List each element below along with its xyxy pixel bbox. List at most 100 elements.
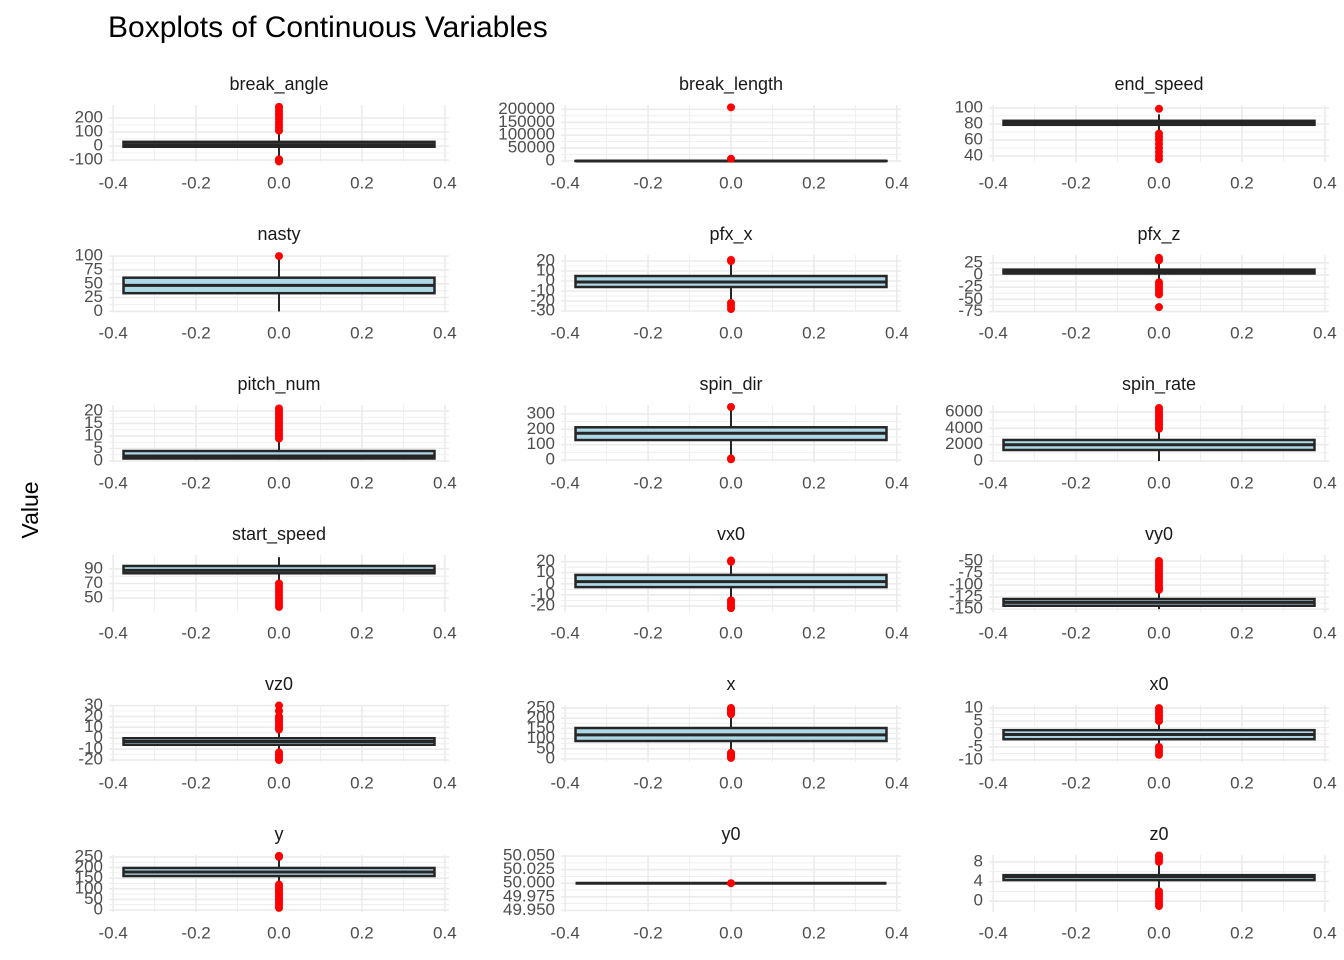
x-tick-label: 0.4	[433, 173, 457, 192]
y-tick-label: 0	[974, 724, 983, 743]
x-tick-label: 0.4	[1313, 923, 1337, 942]
x-tick-label: -0.2	[1061, 473, 1090, 492]
x-tick-label: 0.0	[267, 773, 291, 792]
y-tick-label: -75	[958, 301, 983, 320]
y-tick-label: 100000	[498, 125, 555, 144]
y-tick-label: 0	[546, 270, 555, 289]
x-tick-label: 0.2	[802, 323, 826, 342]
x-tick-label: -0.2	[1061, 173, 1090, 192]
y-tick-label: -5	[968, 736, 983, 755]
y-tick-label: 25	[964, 252, 983, 271]
x-tick-label: 0.4	[433, 323, 457, 342]
y-tick-label: 10	[536, 260, 555, 279]
x-tick-label: 0.4	[1313, 473, 1337, 492]
x-tick-label: -0.2	[633, 473, 662, 492]
y-tick-label: 250	[75, 846, 103, 865]
y-tick-label: 75	[84, 259, 103, 278]
outlier	[1155, 290, 1163, 299]
y-tick-label: -50	[958, 289, 983, 308]
y-tick-label: -10	[958, 749, 983, 768]
facet-title: pfx_x	[709, 224, 752, 245]
x-tick-label: 0.4	[885, 323, 909, 342]
outlier	[1155, 887, 1163, 896]
x-tick-label: 0.4	[433, 473, 457, 492]
y-tick-label: 250	[527, 698, 555, 717]
facet-title: x0	[1149, 674, 1168, 694]
x-tick-label: -0.2	[1061, 323, 1090, 342]
y-tick-label: 90	[84, 558, 103, 577]
outlier	[1155, 585, 1163, 594]
x-tick-label: 0.0	[267, 473, 291, 492]
y-tick-label: 150	[75, 868, 103, 887]
outlier	[727, 454, 735, 463]
y-tick-label: -150	[949, 599, 983, 618]
x-tick-label: 0.4	[885, 923, 909, 942]
outlier	[275, 851, 283, 860]
x-tick-label: -0.2	[181, 323, 210, 342]
y-tick-label: -30	[530, 300, 555, 319]
x-tick-label: -0.2	[633, 773, 662, 792]
y-tick-label: -50	[958, 550, 983, 569]
y-tick-label: 0	[94, 301, 103, 320]
x-tick-label: -0.2	[633, 923, 662, 942]
y-tick-label: 49.975	[503, 886, 555, 905]
y-tick-label: 300	[527, 403, 555, 422]
y-tick-label: 50000	[508, 138, 555, 157]
x-tick-label: 0.2	[802, 923, 826, 942]
y-tick-label: 10	[964, 698, 983, 717]
x-tick-label: -0.2	[1061, 923, 1090, 942]
y-tick-label: 0	[974, 891, 983, 910]
x-tick-label: -0.4	[550, 473, 579, 492]
x-tick-label: 0.2	[350, 173, 374, 192]
x-tick-label: -0.4	[550, 323, 579, 342]
facet-title: vy0	[1145, 524, 1173, 544]
x-tick-label: -0.2	[633, 623, 662, 642]
facet-title: y0	[721, 824, 740, 844]
outlier	[275, 602, 283, 611]
x-tick-label: -0.2	[1061, 773, 1090, 792]
outlier	[1155, 851, 1163, 860]
facet-title: vx0	[717, 524, 745, 544]
y-tick-label: -20	[78, 750, 103, 769]
x-tick-label: -0.4	[550, 773, 579, 792]
x-tick-label: -0.4	[98, 623, 127, 642]
x-tick-label: -0.2	[181, 623, 210, 642]
x-tick-label: 0.4	[433, 923, 457, 942]
y-tick-label: 100	[527, 434, 555, 453]
x-tick-label: 0.4	[1313, 773, 1337, 792]
facet-title: spin_rate	[1122, 374, 1196, 395]
x-tick-label: 0.4	[885, 473, 909, 492]
outlier	[727, 256, 735, 264]
facet-title: break_angle	[229, 74, 328, 95]
y-tick-label: 20	[84, 706, 103, 725]
outlier	[1155, 403, 1163, 412]
y-tick-label: 6000	[945, 402, 983, 421]
chart-title: Boxplots of Continuous Variables	[108, 11, 548, 44]
x-tick-label: 0.0	[1147, 623, 1171, 642]
y-tick-label: 150000	[498, 112, 555, 131]
facet-title: start_speed	[232, 524, 326, 545]
y-tick-label: 30	[84, 695, 103, 714]
y-tick-label: 0	[546, 449, 555, 468]
y-tick-label: 50.025	[503, 859, 555, 878]
y-tick-label: 10	[84, 425, 103, 444]
outlier	[1155, 104, 1163, 113]
x-tick-label: 0.4	[1313, 323, 1337, 342]
y-tick-label: 8	[974, 851, 983, 870]
y-tick-label: 5	[974, 711, 983, 730]
x-tick-label: -0.4	[98, 473, 127, 492]
outlier	[727, 402, 735, 411]
y-tick-label: 100	[75, 122, 103, 141]
x-tick-label: -0.2	[181, 773, 210, 792]
outlier	[727, 604, 735, 613]
x-tick-label: 0.4	[885, 173, 909, 192]
outlier	[727, 704, 735, 713]
x-tick-label: -0.4	[978, 923, 1007, 942]
x-tick-label: -0.4	[978, 623, 1007, 642]
y-tick-label: 4000	[945, 418, 983, 437]
y-tick-label: -100	[949, 575, 983, 594]
x-tick-label: -0.4	[550, 623, 579, 642]
y-tick-label: 5	[94, 438, 103, 457]
x-tick-label: -0.2	[1061, 623, 1090, 642]
